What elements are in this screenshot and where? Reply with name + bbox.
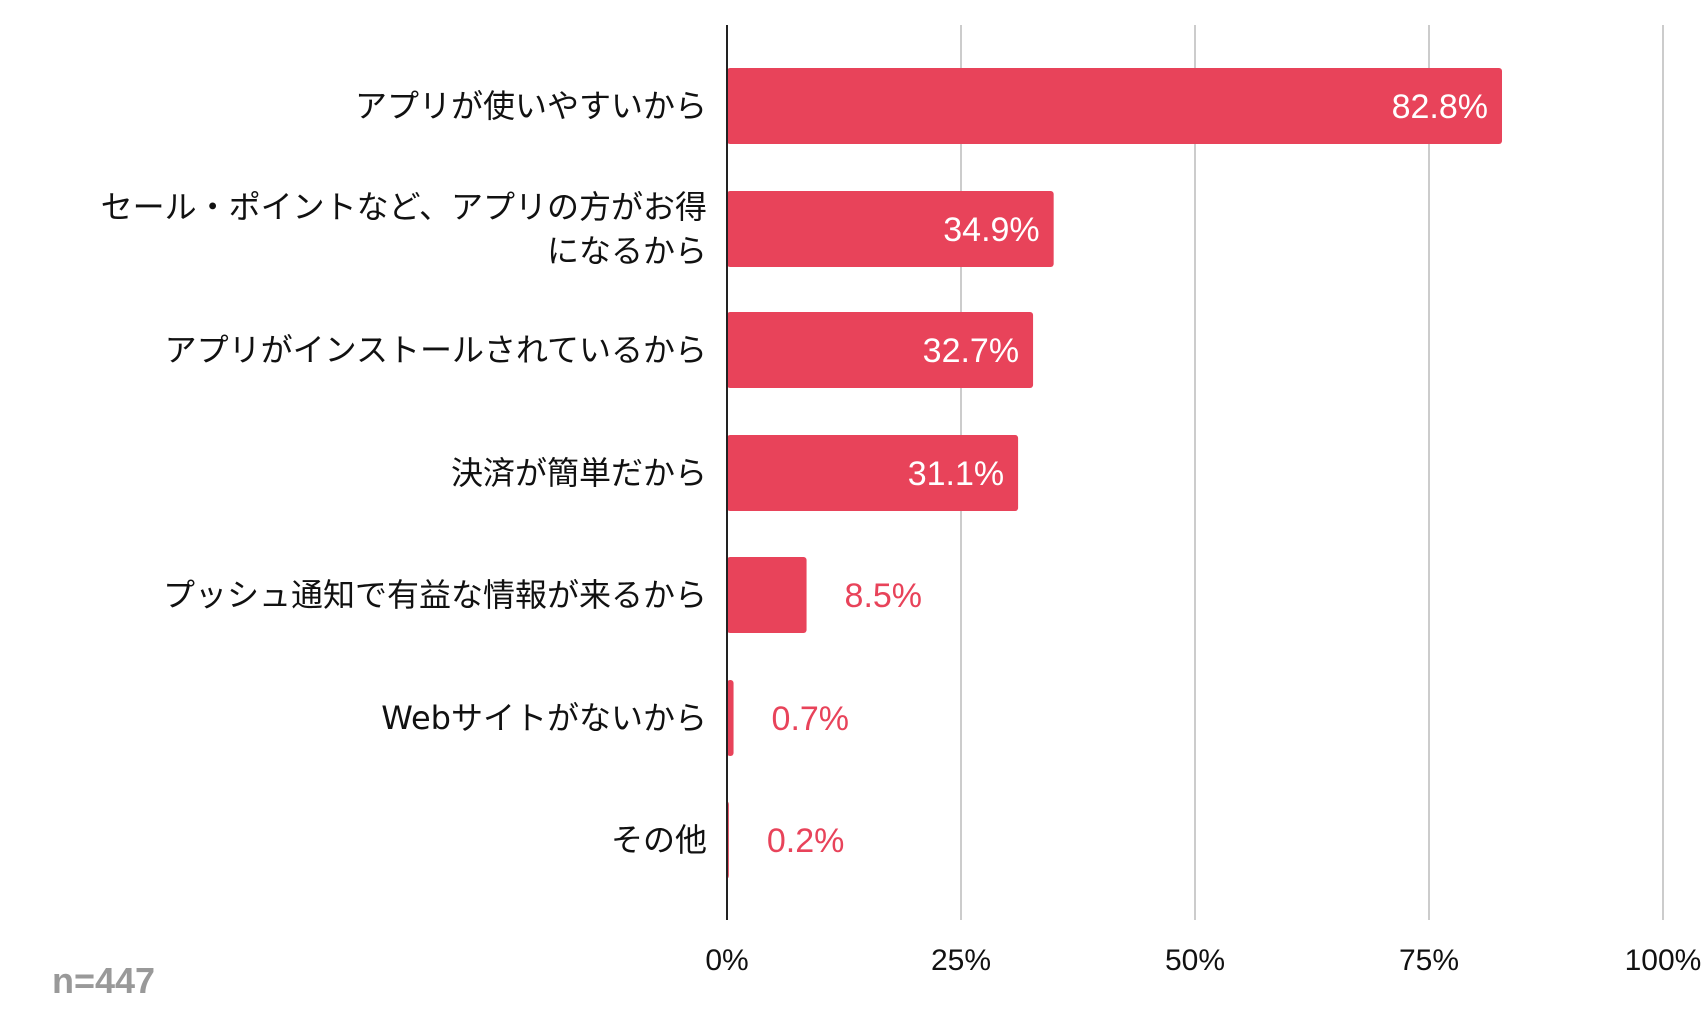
category-labels: アプリが使いやすいからセール・ポイントなど、アプリの方がお得になるからアプリがイ…: [101, 87, 707, 859]
value-label-1: 34.9%: [943, 211, 1039, 249]
x-tick-label-4: 100%: [1625, 944, 1702, 977]
category-label-3: 決済が簡単だから: [451, 454, 707, 492]
value-label-3: 31.1%: [908, 455, 1004, 493]
value-labels: 82.8% 34.9% 32.7% 31.1% 8.5% 0.7% 0.2%: [767, 88, 1488, 860]
x-tick-label-2: 50%: [1165, 944, 1225, 977]
x-tick-labels: 0% 25% 50% 75% 100%: [705, 944, 1701, 977]
value-label-2: 32.7%: [923, 332, 1019, 370]
bar-2: [727, 312, 1034, 388]
category-label-1-line-1: になるから: [547, 232, 707, 270]
bar-3: [727, 435, 1019, 511]
bar-0: [727, 68, 1503, 144]
category-label-4: プッシュ通知で有益な情報が来るから: [163, 576, 707, 614]
value-label-4: 8.5%: [845, 577, 923, 615]
x-tick-label-1: 25%: [931, 944, 991, 977]
bars: [727, 68, 1503, 878]
x-tick-label-3: 75%: [1399, 944, 1459, 977]
value-label-6: 0.2%: [767, 822, 845, 860]
category-label-6: その他: [611, 821, 707, 859]
category-label-0: アプリが使いやすいから: [355, 87, 707, 125]
bar-5: [727, 680, 734, 756]
sample-size-note: n=447: [52, 960, 155, 1001]
value-label-5: 0.7%: [772, 700, 850, 738]
x-tick-label-0: 0%: [705, 944, 748, 977]
category-label-1-line-0: セール・ポイントなど、アプリの方がお得: [101, 188, 707, 226]
category-label-2: アプリがインストールされているから: [165, 331, 707, 369]
grid-lines: [960, 25, 1664, 920]
category-label-5: Webサイトがないから: [381, 699, 707, 737]
bar-4: [727, 557, 807, 633]
value-label-0: 82.8%: [1392, 88, 1488, 126]
bar-1: [727, 191, 1054, 267]
